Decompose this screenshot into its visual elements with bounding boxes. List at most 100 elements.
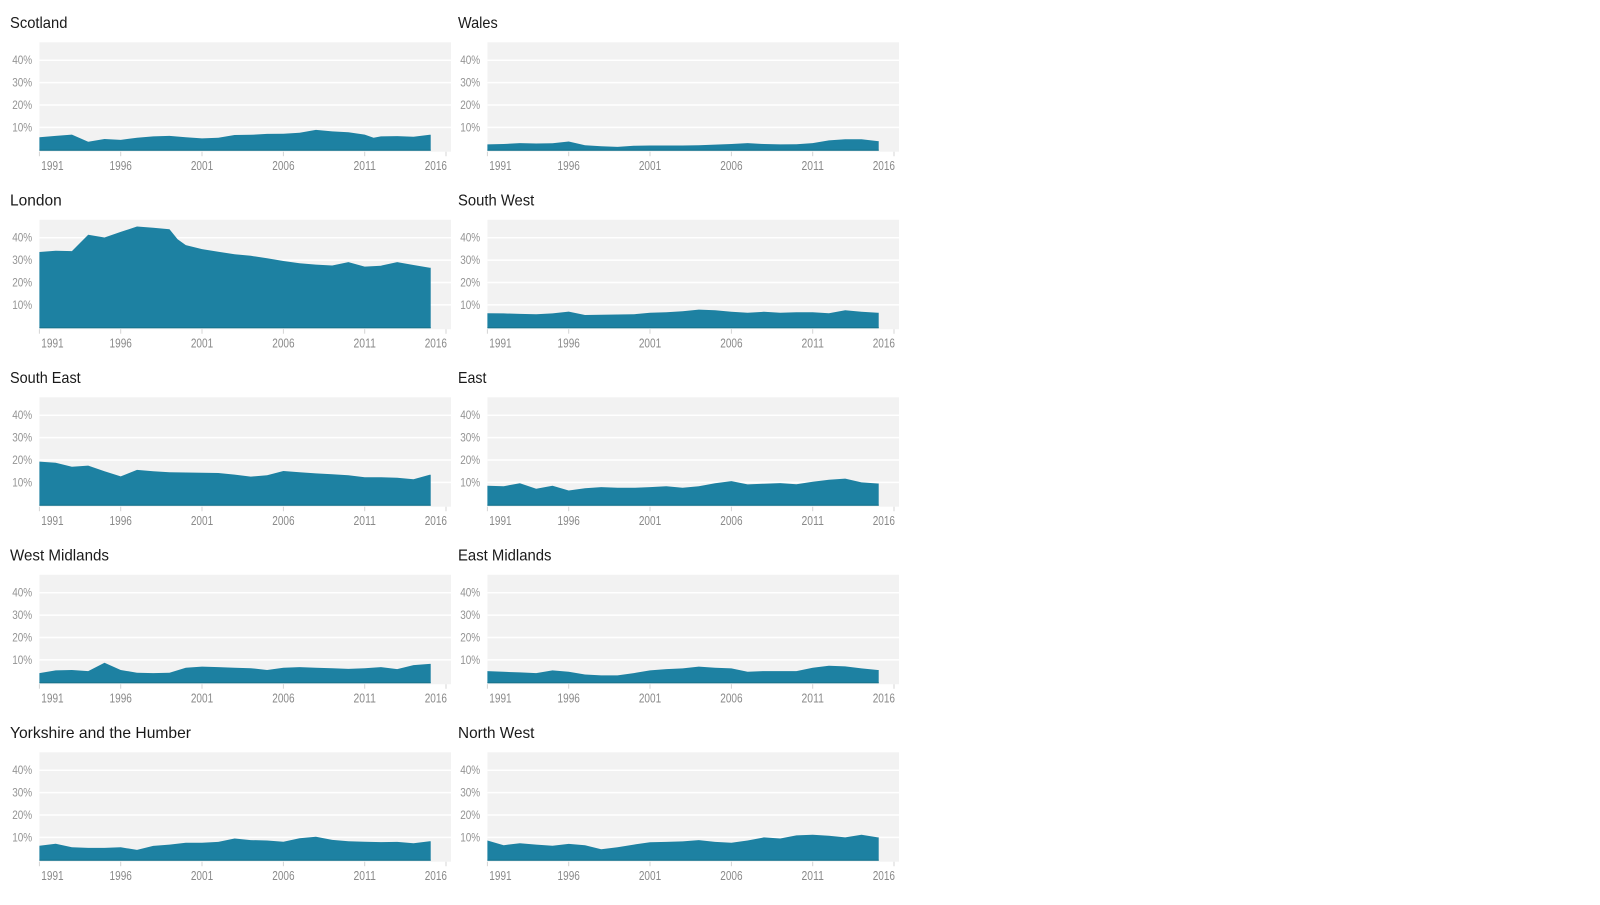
svg-text:10%: 10% (12, 122, 32, 134)
svg-text:30%: 30% (460, 78, 480, 90)
svg-text:40%: 40% (460, 410, 480, 422)
svg-text:30%: 30% (12, 433, 32, 445)
svg-text:South West: South West (458, 193, 535, 210)
svg-text:Yorkshire and the Humber: Yorkshire and the Humber (10, 725, 192, 742)
svg-text:2006: 2006 (272, 868, 294, 883)
svg-text:2011: 2011 (354, 336, 376, 351)
svg-text:40%: 40% (12, 588, 32, 600)
svg-text:2001: 2001 (639, 513, 661, 528)
svg-text:2016: 2016 (425, 868, 447, 883)
svg-text:40%: 40% (460, 233, 480, 245)
svg-text:20%: 20% (12, 100, 32, 112)
svg-text:London: London (10, 193, 62, 210)
svg-text:2011: 2011 (354, 158, 376, 173)
svg-text:2016: 2016 (873, 691, 895, 706)
svg-text:2006: 2006 (272, 336, 294, 351)
svg-text:1996: 1996 (110, 336, 132, 351)
svg-text:2001: 2001 (639, 158, 661, 173)
svg-text:1991: 1991 (489, 868, 511, 883)
svg-text:1996: 1996 (558, 513, 580, 528)
svg-text:20%: 20% (12, 278, 32, 290)
svg-text:2016: 2016 (425, 336, 447, 351)
svg-text:1991: 1991 (41, 691, 63, 706)
svg-text:1991: 1991 (489, 691, 511, 706)
svg-text:10%: 10% (460, 122, 480, 134)
svg-text:1991: 1991 (489, 336, 511, 351)
svg-text:1996: 1996 (558, 868, 580, 883)
svg-text:2011: 2011 (354, 691, 376, 706)
svg-text:1991: 1991 (489, 513, 511, 528)
svg-text:10%: 10% (460, 477, 480, 489)
svg-text:1991: 1991 (41, 868, 63, 883)
svg-text:20%: 20% (12, 633, 32, 645)
svg-text:2016: 2016 (873, 513, 895, 528)
svg-text:40%: 40% (12, 55, 32, 67)
svg-text:Scotland: Scotland (10, 15, 67, 32)
svg-text:30%: 30% (12, 78, 32, 90)
svg-text:2016: 2016 (425, 513, 447, 528)
svg-text:1991: 1991 (489, 158, 511, 173)
svg-text:20%: 20% (460, 278, 480, 290)
svg-text:2006: 2006 (720, 691, 742, 706)
svg-text:40%: 40% (12, 765, 32, 777)
svg-text:West Midlands: West Midlands (10, 548, 109, 565)
svg-text:30%: 30% (460, 788, 480, 800)
svg-text:2006: 2006 (720, 336, 742, 351)
svg-text:North West: North West (458, 725, 535, 742)
svg-text:20%: 20% (12, 810, 32, 822)
svg-text:2011: 2011 (354, 513, 376, 528)
svg-text:South East: South East (10, 370, 81, 387)
svg-text:2001: 2001 (191, 158, 213, 173)
svg-text:2011: 2011 (802, 691, 824, 706)
svg-text:2016: 2016 (425, 691, 447, 706)
svg-text:2006: 2006 (272, 691, 294, 706)
svg-text:30%: 30% (12, 255, 32, 267)
svg-text:1996: 1996 (110, 513, 132, 528)
svg-text:2006: 2006 (720, 158, 742, 173)
svg-text:2001: 2001 (191, 868, 213, 883)
svg-text:2011: 2011 (802, 868, 824, 883)
svg-text:1996: 1996 (558, 158, 580, 173)
svg-text:2006: 2006 (272, 158, 294, 173)
svg-text:2001: 2001 (639, 868, 661, 883)
svg-text:10%: 10% (460, 655, 480, 667)
svg-text:1996: 1996 (558, 336, 580, 351)
svg-text:2016: 2016 (425, 158, 447, 173)
svg-text:2011: 2011 (802, 158, 824, 173)
svg-text:2016: 2016 (873, 158, 895, 173)
svg-text:30%: 30% (460, 433, 480, 445)
svg-text:40%: 40% (460, 55, 480, 67)
svg-text:East Midlands: East Midlands (458, 548, 552, 565)
svg-text:1991: 1991 (41, 158, 63, 173)
svg-text:20%: 20% (460, 633, 480, 645)
svg-text:10%: 10% (460, 832, 480, 844)
svg-text:2011: 2011 (802, 513, 824, 528)
svg-text:40%: 40% (460, 588, 480, 600)
svg-text:1996: 1996 (110, 868, 132, 883)
svg-text:2001: 2001 (639, 336, 661, 351)
svg-text:20%: 20% (12, 455, 32, 467)
svg-text:2016: 2016 (873, 336, 895, 351)
svg-text:1996: 1996 (110, 691, 132, 706)
svg-text:1991: 1991 (41, 336, 63, 351)
svg-text:2016: 2016 (873, 868, 895, 883)
svg-text:30%: 30% (460, 255, 480, 267)
svg-text:1996: 1996 (110, 158, 132, 173)
svg-text:30%: 30% (12, 788, 32, 800)
svg-text:East: East (458, 370, 487, 387)
svg-text:2001: 2001 (639, 691, 661, 706)
svg-text:10%: 10% (12, 477, 32, 489)
svg-text:10%: 10% (12, 655, 32, 667)
svg-text:2001: 2001 (191, 336, 213, 351)
svg-text:10%: 10% (12, 300, 32, 312)
svg-text:2006: 2006 (720, 868, 742, 883)
svg-text:2006: 2006 (720, 513, 742, 528)
svg-text:2001: 2001 (191, 691, 213, 706)
svg-text:2001: 2001 (191, 513, 213, 528)
svg-text:1991: 1991 (41, 513, 63, 528)
svg-text:30%: 30% (460, 610, 480, 622)
svg-text:2011: 2011 (354, 868, 376, 883)
svg-text:20%: 20% (460, 455, 480, 467)
svg-text:2011: 2011 (802, 336, 824, 351)
svg-text:1996: 1996 (558, 691, 580, 706)
